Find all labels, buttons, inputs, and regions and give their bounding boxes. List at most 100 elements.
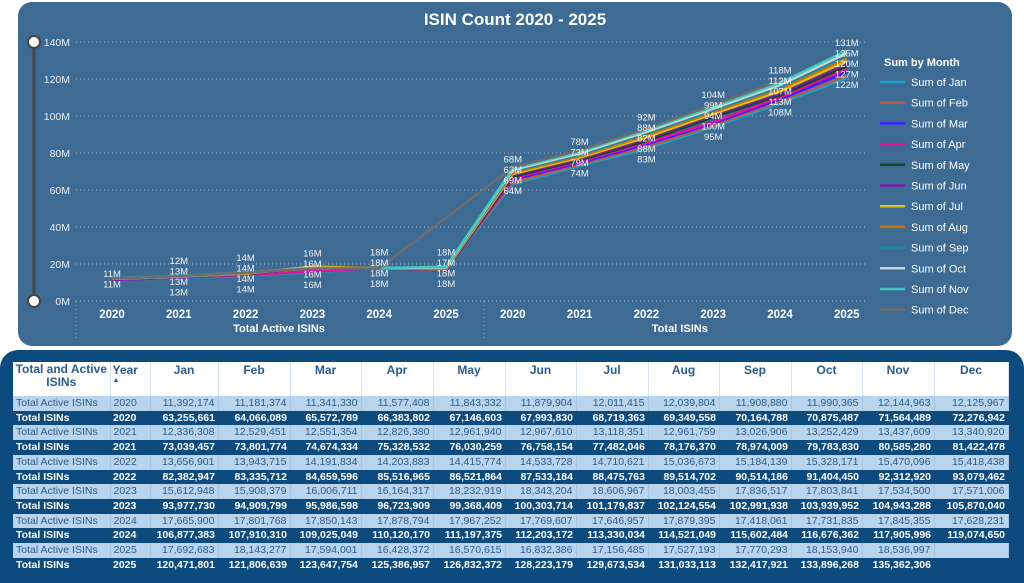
value-cell: 11,341,330 [290, 396, 362, 411]
legend-label: Sum of Nov [911, 284, 969, 296]
legend-label: Sum of Apr [911, 139, 966, 151]
column-header-label: Feb [243, 363, 265, 377]
legend-item[interactable]: Sum of Jan [880, 77, 967, 89]
year-cell: 2022 [110, 469, 150, 485]
series-line-sum-of-dec[interactable] [111, 79, 781, 280]
value-cell: 99,368,409 [433, 498, 505, 514]
row-label-cell: Total ISINs [13, 440, 110, 455]
value-cell: 11,392,174 [150, 396, 219, 411]
value-cell: 12,826,380 [361, 425, 434, 441]
column-header-total-and-active-isins[interactable]: Total and Active ISINs [13, 362, 111, 396]
legend-item[interactable]: Sum of Jul [880, 201, 963, 213]
series-line-sum-of-sep[interactable] [111, 54, 848, 281]
value-cell: 18,143,277 [218, 543, 291, 558]
column-header-jun[interactable]: Jun [505, 362, 577, 396]
column-header-nov[interactable]: Nov [862, 362, 935, 396]
value-cell: 15,328,171 [791, 454, 863, 470]
series-line-sum-of-jul[interactable] [111, 59, 848, 281]
legend-item[interactable]: Sum of Nov [880, 284, 969, 296]
series-line-sum-of-aug[interactable] [111, 57, 848, 280]
value-cell: 14,533,728 [505, 454, 577, 470]
value-cell: 93,977,730 [150, 498, 218, 514]
table-row[interactable]: Total Active ISINs 2021 12,336,308 12,529,4… [13, 425, 1009, 441]
legend-item[interactable]: Sum of Sep [880, 243, 968, 255]
value-cell: 17,628,231 [934, 513, 1009, 529]
column-header-apr[interactable]: Apr [361, 362, 434, 396]
value-cell: 15,612,948 [150, 484, 219, 499]
range-slider-handle-bottom[interactable] [27, 294, 41, 308]
column-header-jul[interactable]: Jul [576, 362, 649, 396]
legend-item[interactable]: Sum of Aug [880, 222, 968, 234]
legend-item[interactable]: Sum of Oct [880, 263, 966, 275]
column-header-aug[interactable]: Aug [648, 362, 720, 396]
column-header-oct[interactable]: Oct [791, 362, 863, 396]
column-header-label: May [457, 363, 481, 377]
legend-label: Sum of Dec [911, 305, 969, 317]
value-cell: 12,144,963 [862, 396, 935, 411]
legend-item[interactable]: Sum of Feb [880, 98, 968, 110]
value-cell: 17,801,768 [218, 513, 291, 529]
column-header-jan[interactable]: Jan [150, 362, 219, 396]
sort-ascending-icon[interactable]: ▲ [112, 377, 120, 384]
value-cell: 123,647,754 [290, 557, 361, 573]
row-label-cell: Total ISINs [13, 528, 110, 544]
data-label: 118M [768, 66, 791, 77]
chart-panel: ISIN Count 2020 - 2025 0M 20M 40M 60M 80M 100… [18, 2, 1012, 346]
value-cell: 129,673,534 [576, 557, 648, 573]
data-label: 113M [768, 97, 791, 108]
value-cell: 78,974,009 [719, 440, 791, 455]
value-cell: 67,146,603 [433, 410, 505, 426]
legend-item[interactable]: Sum of Mar [880, 118, 968, 130]
data-label: 11M [103, 269, 121, 280]
value-cell: 111,197,375 [433, 528, 505, 544]
value-cell: 16,428,372 [361, 543, 434, 558]
column-header-feb[interactable]: Feb [218, 362, 291, 396]
table-row[interactable]: Total Active ISINs 2023 15,612,948 15,908,3… [13, 484, 1009, 499]
column-header-dec[interactable]: Dec [934, 362, 1009, 396]
data-label: 13M [170, 277, 189, 288]
legend-item[interactable]: Sum of Apr [880, 139, 966, 151]
value-cell: 15,036,673 [648, 454, 720, 470]
value-cell: 119,074,650 [934, 528, 1008, 544]
column-header-year[interactable]: Year ▲ [110, 362, 151, 396]
year-cell: 2023 [110, 484, 151, 499]
table-row[interactable]: Total ISINs 2020 63,255,661 64,066,089 65,57… [13, 410, 1008, 426]
value-cell: 12,551,354 [290, 425, 362, 441]
legend-item[interactable]: Sum of Dec [880, 305, 969, 317]
value-cell: 63,255,661 [150, 410, 218, 426]
table-row[interactable]: Total Active ISINs 2022 13,656,901 13,943,7… [13, 454, 1009, 470]
series-line-sum-of-nov[interactable] [111, 49, 848, 280]
data-label: 16M [303, 248, 322, 259]
table-row[interactable]: Total Active ISINs 2025 17,692,683 18,143,2… [13, 543, 1009, 558]
value-cell: 16,832,386 [505, 543, 577, 558]
column-header-may[interactable]: May [433, 362, 506, 396]
year-cell: 2021 [110, 425, 151, 441]
value-cell: 12,961,759 [648, 425, 720, 441]
legend-item[interactable]: Sum of May [880, 160, 970, 172]
x-tick-label: 2020 [500, 309, 526, 321]
column-header-mar[interactable]: Mar [290, 362, 362, 396]
legend-label: Sum of Mar [911, 118, 968, 130]
table-row[interactable]: Total Active ISINs 2020 11,392,174 11,181,3… [13, 396, 1009, 411]
x-tick-label: 2022 [634, 309, 660, 321]
value-cell: 18,153,940 [791, 543, 863, 558]
legend-label: Sum of Jan [911, 77, 967, 89]
table-row[interactable]: Total Active ISINs 2024 17,665,900 17,801,7… [13, 513, 1009, 529]
value-cell: 101,179,837 [576, 498, 648, 514]
column-header-label: Mar [314, 363, 337, 377]
value-cell: 133,896,268 [791, 557, 862, 573]
value-cell: 17,646,957 [576, 513, 649, 529]
table-row[interactable]: Total ISINs 2021 73,039,457 73,801,774 74,67… [13, 440, 1008, 455]
table-row[interactable]: Total ISINs 2022 82,382,947 83,335,712 84,65… [13, 469, 1008, 485]
column-header-label: Sep [743, 363, 766, 377]
table-row[interactable]: Total ISINs 2025 120,471,801 121,806,639 123… [13, 557, 1008, 573]
value-cell: 72,276,942 [934, 410, 1008, 426]
column-header-sep[interactable]: Sep [719, 362, 792, 396]
table-row[interactable]: Total ISINs 2024 106,877,383 107,910,310 109… [13, 528, 1008, 544]
range-slider-handle-top[interactable] [27, 35, 41, 49]
series-line-sum-of-oct[interactable] [111, 52, 848, 281]
table-row[interactable]: Total ISINs 2023 93,977,730 94,909,799 95,98… [13, 498, 1008, 514]
legend-item[interactable]: Sum of Jun [880, 181, 967, 193]
value-cell: 17,769,607 [505, 513, 577, 529]
column-header-label: Oct [816, 363, 837, 377]
